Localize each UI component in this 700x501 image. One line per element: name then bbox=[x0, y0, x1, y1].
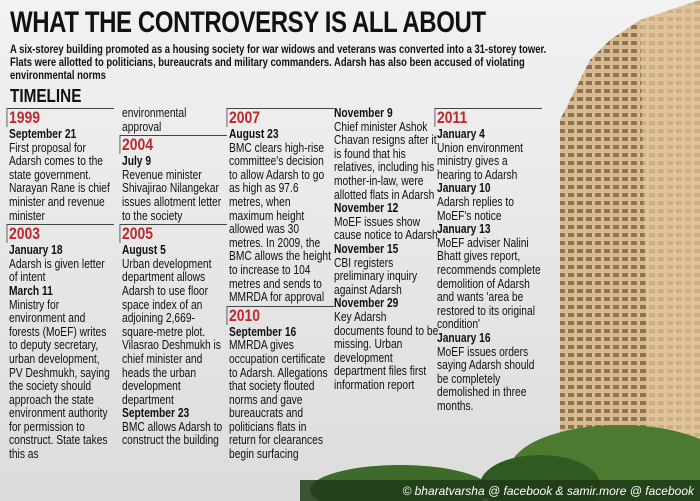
event-date: November 29 bbox=[334, 296, 399, 311]
event-date: September 16 bbox=[229, 324, 297, 339]
credit-band bbox=[300, 480, 700, 501]
credit: © bharatvarsha @ facebook & samir.more @… bbox=[402, 484, 694, 498]
event-date: January 10 bbox=[437, 181, 491, 196]
event-text: First proposal for Adarsh comes to the s… bbox=[9, 140, 110, 223]
event-date: September 21 bbox=[9, 127, 77, 141]
event-date: January 16 bbox=[437, 330, 491, 345]
event-date: November 12 bbox=[334, 201, 399, 216]
event-date: January 13 bbox=[437, 222, 491, 237]
event-text: Key Adarsh documents found to be missing… bbox=[334, 309, 439, 392]
event-text: Adarsh is given letter of intent bbox=[9, 256, 105, 285]
timeline-label: TIMELINE bbox=[10, 86, 82, 106]
event-date: November 9 bbox=[334, 106, 393, 120]
event-date: January 18 bbox=[9, 243, 63, 258]
event-text: Adarsh replies to MoEF's notice bbox=[437, 194, 514, 223]
event-date: July 9 bbox=[122, 154, 152, 169]
event-text: CBI registers preliminary inquiry agains… bbox=[334, 255, 418, 297]
event-text: MoEF issues show cause notice to Adarsh bbox=[334, 214, 438, 243]
year-heading: 2011 bbox=[434, 108, 542, 127]
event-date: August 5 bbox=[122, 243, 166, 258]
year-heading: 2010 bbox=[226, 305, 334, 325]
timeline-column: 2007 August 23 BMC clears high-rise commit… bbox=[226, 107, 334, 462]
event-text: MMRDA gives occupation certificate to Ad… bbox=[229, 338, 328, 462]
year-heading: 2003 bbox=[6, 224, 114, 244]
timeline-column: environmental approval 2004 July 9 Revenue … bbox=[119, 106, 227, 448]
event-text: Revenue minister Shivajirao Nilangekar i… bbox=[122, 167, 222, 223]
event-date: March 11 bbox=[9, 283, 53, 298]
year-heading: 2005 bbox=[119, 224, 227, 244]
title: WHAT THE CONTROVERSY IS ALL ABOUT bbox=[10, 6, 486, 39]
event-text: Urban development department allows Adar… bbox=[122, 256, 221, 407]
event-date: August 23 bbox=[229, 127, 279, 141]
timeline-column: 1999 September 21 First proposal for Adars… bbox=[6, 107, 114, 462]
year-heading: 1999 bbox=[6, 108, 114, 127]
event-text: Chief minister Ashok Chavan resigns afte… bbox=[334, 119, 437, 202]
event-text: BMC allows Adarsh to construct the build… bbox=[122, 419, 223, 448]
year-heading: 2004 bbox=[119, 135, 227, 155]
event-date: January 4 bbox=[437, 127, 485, 141]
event-text: MoEF adviser Nalini Bhatt gives report, … bbox=[437, 235, 541, 332]
year-heading: 2007 bbox=[226, 108, 334, 127]
subtitle: A six-storey building promoted as a hous… bbox=[10, 44, 547, 82]
tower-side bbox=[640, 0, 700, 501]
event-date: September 23 bbox=[122, 406, 190, 421]
event-date: November 15 bbox=[334, 241, 399, 256]
event-text: Ministry for environment and forests (Mo… bbox=[9, 297, 110, 462]
timeline-column: November 9 Chief minister Ashok Chavan re… bbox=[334, 106, 439, 392]
event-text: BMC clears high-rise committee's decisio… bbox=[229, 140, 331, 305]
event-text: environmental approval bbox=[122, 106, 187, 134]
timeline-column: 2011 January 4 Union environment ministry … bbox=[434, 107, 542, 413]
event-text: MoEF issues orders saying Adarsh should … bbox=[437, 344, 535, 413]
event-text: Union environment ministry gives a heari… bbox=[437, 140, 524, 182]
